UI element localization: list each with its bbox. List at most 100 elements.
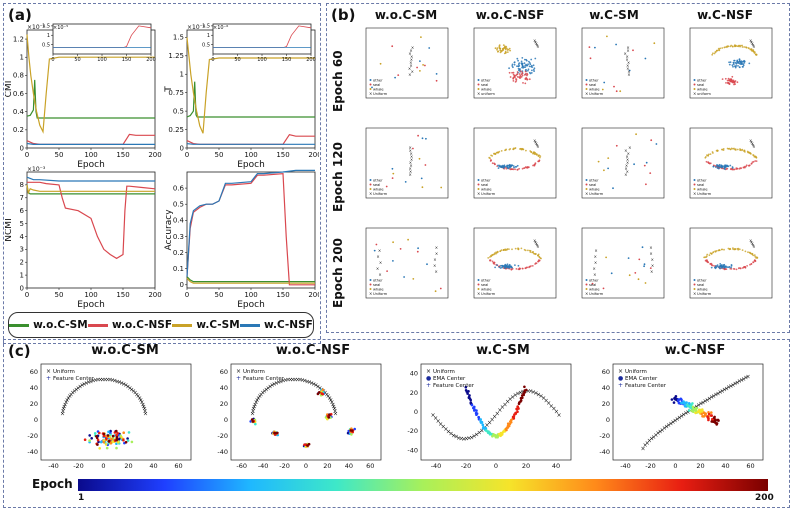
legend-entry: whale: [481, 288, 492, 292]
scatter-point: [537, 260, 540, 263]
scatter-point: [643, 265, 645, 268]
center-point: [115, 442, 118, 445]
legend-entry: whale: [697, 288, 708, 292]
uniform-marker: ×: [513, 392, 518, 399]
center-point: [672, 401, 676, 404]
legend-entry: Uniform: [481, 292, 496, 296]
plot-frame: [581, 227, 665, 299]
uniform-marker: ×: [288, 376, 293, 383]
uniform-marker: ×: [266, 385, 271, 392]
uniform-marker: ×: [410, 54, 413, 59]
legend-entry: other: [697, 279, 707, 283]
plot-frame: [26, 171, 156, 289]
center-point: [715, 422, 719, 425]
scatter-point: [426, 263, 428, 266]
uniform-marker: ×: [520, 388, 525, 395]
legend-marker: [693, 179, 696, 181]
scatter-point: [533, 67, 536, 70]
scatter-point: [732, 63, 735, 66]
scatter-point: [513, 61, 516, 63]
scatter-point: [392, 260, 394, 262]
uniform-marker: ×: [137, 395, 142, 402]
uniform-marker: ×: [666, 422, 671, 429]
y-tick-label: 1.25: [168, 52, 184, 60]
uniform-marker: ×: [60, 408, 65, 415]
uniform-marker: ×: [536, 44, 539, 49]
scatter-point: [496, 264, 498, 267]
scatter-point: [731, 45, 734, 48]
uniform-marker: ×: [62, 404, 67, 411]
scatter-point: [724, 77, 727, 80]
scatter-point: [493, 152, 495, 155]
scatter-point: [511, 168, 514, 171]
y-tick-label: 0: [20, 284, 24, 292]
uniform-marker: ×: [626, 48, 629, 53]
uniform-marker: ×: [409, 169, 412, 174]
scatter-point: [726, 79, 729, 82]
legend-entry: whale: [589, 288, 600, 292]
uniform-marker: ×: [324, 391, 329, 398]
scatter-point: [373, 249, 376, 252]
scatter-point: [726, 266, 729, 268]
subplot-inset-t: 0 50 100 150 200 0.5 1 1.5: [202, 24, 316, 63]
scatter-point: [498, 150, 501, 153]
scatter-point: [713, 52, 716, 55]
uniform-marker: ×: [127, 385, 132, 392]
uniform-marker: ×: [653, 432, 658, 439]
scatter-point: [496, 47, 499, 50]
scatter-point: [439, 287, 442, 290]
scatter-point: [645, 161, 648, 164]
scatter-point: [508, 148, 511, 151]
scatter-point: [499, 267, 502, 269]
uniform-marker: ×: [626, 169, 629, 174]
y-tick-label: 0.8: [13, 72, 24, 80]
scatter-point: [723, 167, 726, 170]
series-line-woc-nsf: [27, 181, 156, 260]
x-tick-label: 20: [124, 462, 132, 470]
center-point: [306, 444, 309, 447]
panel-b-col-title-1: w.o.C-SM: [374, 8, 438, 22]
panel-c: [3, 339, 790, 508]
uniform-marker: ×: [749, 38, 752, 43]
scatter-point: [417, 247, 419, 250]
uniform-marker: ×: [535, 143, 538, 148]
legend-entry: Uniform: [625, 369, 647, 375]
scatter-point: [729, 45, 732, 48]
scatter-point: [718, 163, 721, 166]
uniform-marker: ×: [551, 406, 556, 413]
scatter-point: [734, 148, 737, 150]
center-point: [469, 398, 473, 402]
scatter-point: [538, 256, 541, 259]
center-point: [525, 388, 528, 392]
uniform-marker: ×: [528, 388, 533, 395]
scatter-point: [742, 64, 745, 67]
scatter-point: [521, 74, 524, 77]
uniform-marker: ×: [454, 434, 459, 441]
scatter-point: [715, 166, 717, 169]
center-point: [694, 411, 697, 415]
scatter-point: [515, 165, 518, 168]
uniform-marker: ×: [526, 388, 531, 395]
scatter-point: [733, 147, 735, 150]
scatter-point: [519, 267, 521, 270]
uniform-marker: ×: [95, 377, 100, 384]
legend-marker: [693, 188, 696, 190]
legend-entry: whale: [481, 88, 492, 92]
uniform-marker: ×: [141, 404, 146, 411]
scatter-point: [524, 70, 527, 73]
center-point: [99, 440, 103, 444]
scatter-point: [605, 256, 607, 259]
uniform-marker: ×: [649, 245, 652, 250]
scatter-point: [490, 159, 492, 161]
legend-entry: Uniform: [243, 369, 265, 375]
scatter-point: [513, 63, 516, 66]
uniform-marker: ×: [309, 380, 314, 387]
scatter-point: [705, 259, 708, 262]
tsne-epoch-plot-3: -40 -20 0 20 40-40-2002040××××××××××××××××××…: [407, 363, 572, 470]
legend-marker: [693, 288, 696, 290]
uniform-marker: ×: [594, 260, 597, 265]
uniform-marker: ×: [88, 378, 93, 385]
scatter-point: [532, 164, 534, 167]
scatter-point: [719, 264, 722, 267]
uniform-marker: ×: [497, 407, 502, 414]
